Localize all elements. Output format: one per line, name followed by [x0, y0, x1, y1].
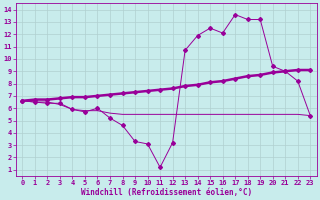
X-axis label: Windchill (Refroidissement éolien,°C): Windchill (Refroidissement éolien,°C)	[81, 188, 252, 197]
